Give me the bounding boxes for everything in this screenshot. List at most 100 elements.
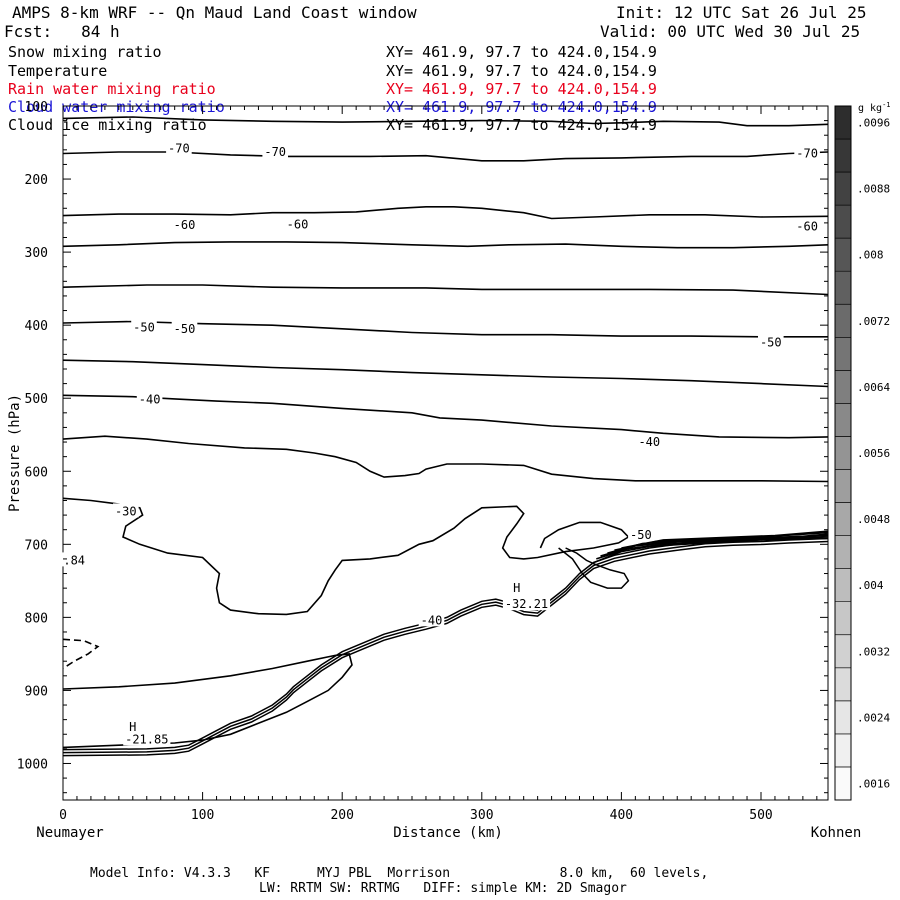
valid-time: Valid: 00 UTC Wed 30 Jul 25 [600, 22, 861, 41]
field-xy-temperature: XY= 461.9, 97.7 to 424.0,154.9 [386, 62, 657, 80]
contour-label-bg [136, 391, 163, 406]
contour-label-bg [262, 144, 288, 158]
colorbar-swatch-0.0092 [834, 138, 852, 173]
colorbar-label: .0064 [857, 381, 890, 394]
model-info-line1: Model Info: V4.3.3 KF MYJ PBL Morrison 8… [90, 866, 709, 881]
isotherm--60a [62, 206, 829, 220]
x-endpoint-left: Neumayer [36, 825, 103, 841]
y-axis-label: Pressure (hPa) [7, 394, 23, 512]
colorbar-frame [834, 105, 852, 801]
plot-frame [62, 105, 829, 801]
colorbar-swatch-0.0084 [834, 204, 852, 239]
colorbar-swatch-0.0048 [834, 502, 852, 536]
contour-labels: -70 -70 -70 -60 -60 -60 -50 -50 -50 -40 -40 -40 -30 -… [61, 140, 820, 746]
contour-lines [62, 116, 829, 757]
colorbar-swatch-0.0076 [834, 270, 852, 305]
contour-label: -60 [796, 220, 818, 234]
colorbar-label: .0096 [857, 117, 890, 130]
isotherm--60 [62, 241, 829, 249]
colorbar-swatch-0.0016 [834, 766, 852, 801]
colorbar-label: .0032 [857, 645, 890, 658]
upper-contour-5 [621, 530, 829, 549]
x-tick-label: 0 [59, 808, 67, 823]
colorbar: .0096 .0088 .008 .0072 .0064 .0056 .0048 .004 .0… [834, 105, 890, 801]
colorbar-swatch-0.0052 [834, 469, 852, 503]
contour-label: -50 [630, 528, 652, 542]
chart-title: AMPS 8-km WRF -- Qn Maud Land Coast wind… [12, 3, 417, 22]
contour-label: -50 [174, 322, 196, 336]
field-label-temperature: Temperature [8, 62, 108, 80]
x-axis-label: Distance (km) [393, 825, 503, 841]
terrain-contour-2 [62, 540, 829, 757]
contour-label: -70 [796, 147, 818, 161]
contour-label-bg [61, 552, 87, 567]
isotherm--30 [62, 497, 630, 616]
contour-label-bg [166, 140, 192, 155]
field-label-cloud-ice: Cloud ice mixing ratio [8, 116, 207, 134]
field-xy-snow: XY= 461.9, 97.7 to 424.0,154.9 [386, 43, 657, 61]
y-tick-label: 200 [25, 173, 48, 188]
contour-label: -32.21 [505, 597, 548, 611]
field-xy-rain: XY= 461.9, 97.7 to 424.0,154.9 [386, 80, 657, 98]
y-tick-label: 700 [25, 538, 48, 553]
contour-label-bg [758, 334, 784, 349]
colorbar-swatch-0.0068 [834, 336, 852, 371]
contour-label-bg [131, 319, 157, 334]
colorbar-swatch-0.0096 [834, 105, 852, 140]
field-label-rain: Rain water mixing ratio [8, 80, 216, 98]
contour-label: -70 [264, 145, 286, 159]
y-axis: 100 200 300 400 500 600 700 800 900 1000 [17, 100, 828, 794]
isotherm--70 [62, 151, 829, 162]
colorbar-swatch-0.002 [834, 733, 852, 768]
contour-label-bg [171, 320, 198, 335]
isotherm--55 [62, 284, 829, 296]
isotherm--40 [62, 394, 829, 439]
terrain-contour-0 [62, 534, 829, 751]
colorbar-swatch-0.0044 [834, 535, 852, 569]
x-tick-label: 200 [330, 808, 353, 823]
y-tick-label: 300 [25, 246, 48, 261]
contour-label: -60 [174, 218, 196, 232]
field-label-cloud-water: Cloud water mixing ratio [8, 98, 225, 116]
colorbar-swatch-0.0056 [834, 436, 852, 470]
contour-label-bg [418, 612, 445, 627]
init-time: Init: 12 UTC Sat 26 Jul 25 [616, 3, 867, 22]
colorbar-unit: g kg-1 [858, 101, 891, 114]
contour-label: -70 [168, 141, 190, 155]
x-endpoint-right: Kohnen [811, 825, 862, 841]
extremum-marker: H [129, 720, 136, 734]
y-tick-label: 1000 [17, 758, 48, 773]
x-tick-label: 300 [470, 808, 493, 823]
x-tick-label: 500 [749, 808, 772, 823]
contour-label-bg [284, 216, 311, 231]
contour-label-bg [794, 218, 820, 233]
y-tick-label: 600 [25, 465, 48, 480]
colorbar-label: .0056 [857, 447, 890, 460]
contour-label: -21.85 [125, 732, 168, 746]
colorbar-swatch-0.0032 [834, 634, 852, 669]
y-tick-label: 800 [25, 611, 48, 626]
contour-label: -30 [115, 504, 137, 518]
contour-label: -40 [139, 393, 161, 407]
colorbar-swatch-0.0064 [834, 370, 852, 404]
colorbar-swatch-0.0088 [834, 171, 852, 206]
colorbar-label: .004 [857, 579, 884, 592]
contour-label-bg [794, 145, 820, 160]
contour-label: -50 [760, 336, 782, 350]
colorbar-label: .0048 [857, 513, 890, 526]
colorbar-swatch-0.006 [834, 403, 852, 437]
forecast-hour: Fcst: 84 h [4, 22, 120, 41]
cold-pocket-contour [558, 547, 630, 589]
terrain-contour-1 [62, 537, 829, 754]
contour-label-bg [171, 217, 198, 232]
colorbar-swatch-0.008 [834, 237, 852, 272]
isotherm--25 [62, 653, 353, 749]
x-tick-label: 100 [191, 808, 214, 823]
isotherm--35 [62, 435, 829, 483]
colorbar-label: .0016 [857, 778, 890, 791]
y-tick-label: 900 [25, 684, 48, 699]
contour-label-bg [123, 731, 171, 746]
colorbar-swatch-0.0028 [834, 667, 852, 702]
colorbar-swatch-0.0072 [834, 303, 852, 338]
y-tick-label: 500 [25, 392, 48, 407]
